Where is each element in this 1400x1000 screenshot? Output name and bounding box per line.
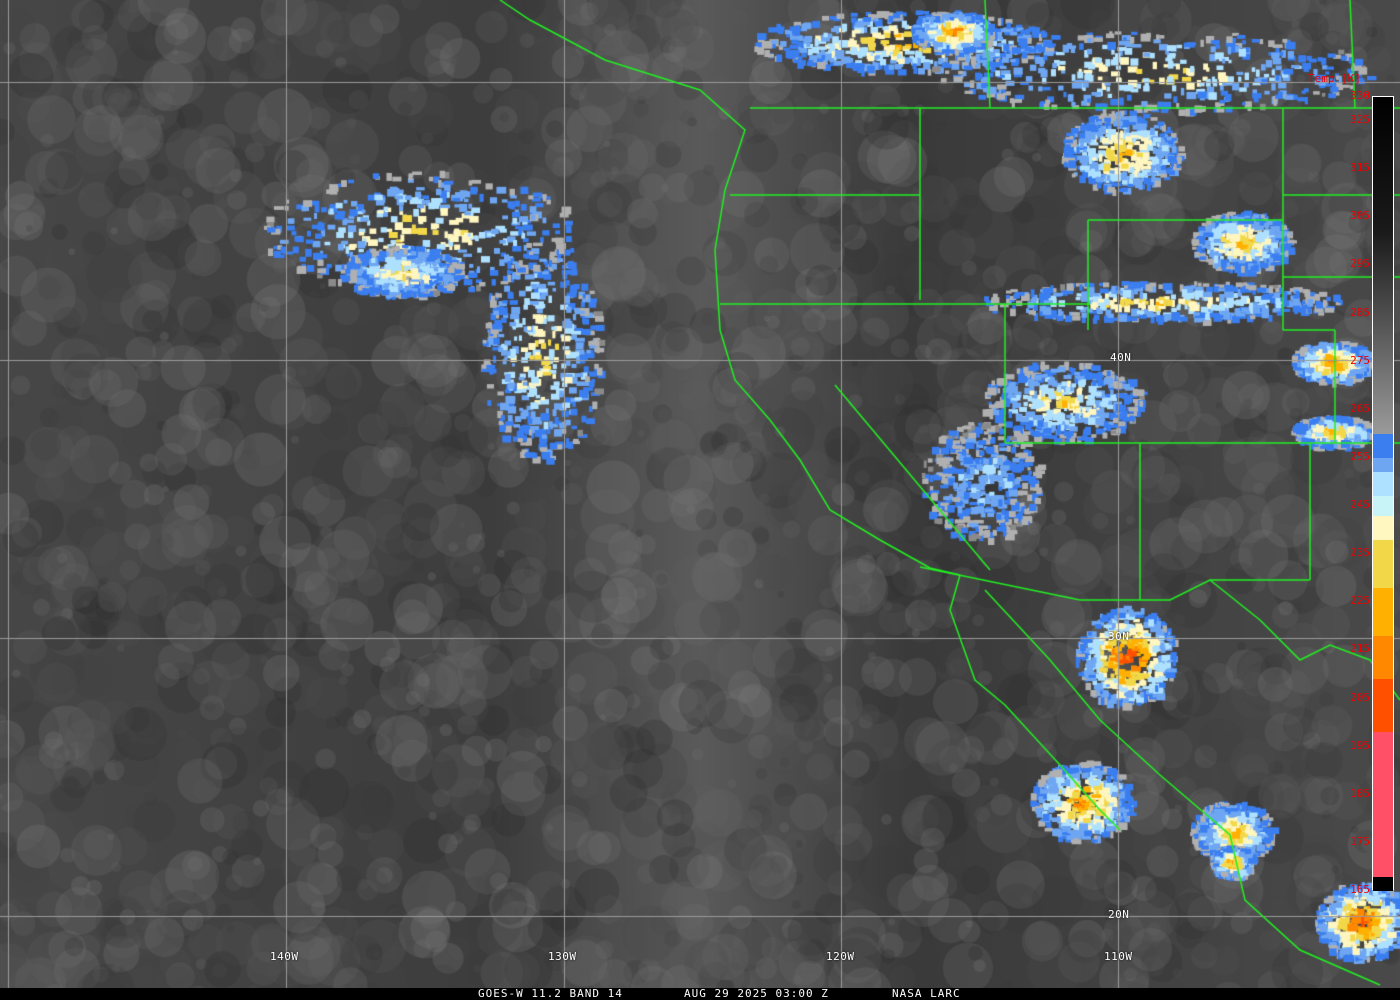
colorbar-segment [1373,472,1393,497]
lon-label-120w: 120W [826,950,855,963]
lat-label-30n: 30N [1108,630,1130,643]
colorbar-tick-label: 325 [1350,113,1370,127]
lon-label-130w: 130W [548,950,577,963]
colorbar-segment [1373,496,1393,516]
colorbar-tick-label: 305 [1350,209,1370,223]
colorbar-segment [1373,732,1393,877]
colorbar-tick-label: 205 [1350,690,1370,704]
colorbar-tick-label: 315 [1350,161,1370,175]
colorbar-tick-label: 285 [1350,305,1370,319]
colorbar-tick-label: 215 [1350,642,1370,656]
colorbar-segment [1373,876,1393,891]
colorbar-tick-label: 195 [1350,738,1370,752]
temperature-colorbar [1372,96,1394,891]
colorbar-segment [1373,679,1393,733]
colorbar-tick-label: 275 [1350,353,1370,367]
colorbar-tick-label: 235 [1350,546,1370,560]
colorbar-segment [1373,635,1393,680]
image-caption: GOES-W 11.2 BAND 14 AUG 29 2025 03:00 Z … [0,988,1400,1000]
lon-label-140w: 140W [270,950,299,963]
colorbar-tick-label: 225 [1350,594,1370,608]
lat-label-20n: 20N [1108,908,1130,921]
caption-datetime: AUG 29 2025 03:00 Z [684,987,829,1000]
colorbar-tick-label: 175 [1350,834,1370,848]
colorbar-segment [1373,539,1393,588]
colorbar-tick-label: 185 [1350,786,1370,800]
caption-satellite: GOES-W 11.2 BAND 14 [478,987,623,1000]
lat-label-40n: 40N [1110,351,1132,364]
colorbar-segment [1373,97,1393,434]
colorbar-tick-label: 165 [1350,883,1370,896]
colorbar-tick-label: 245 [1350,498,1370,512]
colorbar-tick-label: 295 [1350,257,1370,271]
colorbar-title: Temp [K] [1308,72,1361,85]
colorbar-segment [1373,587,1393,636]
colorbar-tick-label: 265 [1350,401,1370,415]
caption-source: NASA LARC [892,987,961,1000]
colorbar-segment [1373,515,1393,540]
colorbar-tick-label: 255 [1350,449,1370,463]
lon-label-110w: 110W [1104,950,1133,963]
colorbar-tick-label: 330 [1350,89,1370,102]
colorbar-segment [1373,457,1393,473]
colorbar-segment [1373,433,1393,458]
